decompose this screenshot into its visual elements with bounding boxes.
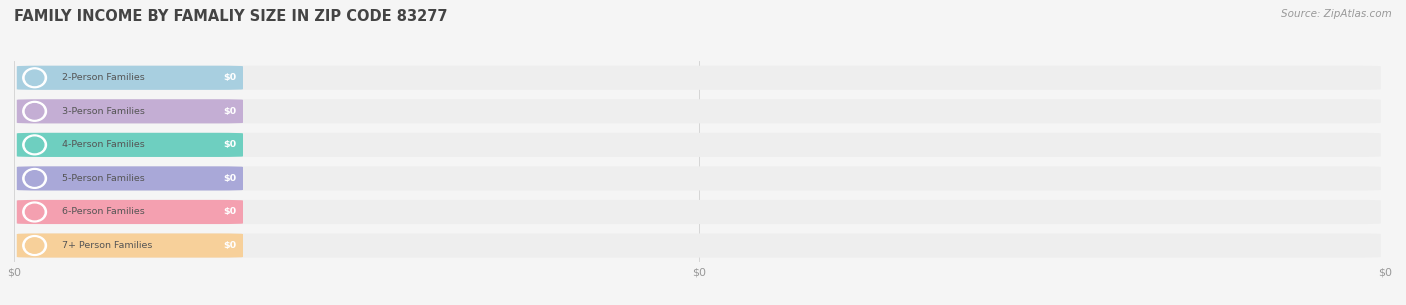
Text: 3-Person Families: 3-Person Families xyxy=(62,107,145,116)
Ellipse shape xyxy=(25,238,44,253)
Text: $0: $0 xyxy=(224,107,236,116)
Ellipse shape xyxy=(25,70,44,85)
FancyBboxPatch shape xyxy=(17,133,1381,157)
FancyBboxPatch shape xyxy=(17,200,1381,224)
Text: $0: $0 xyxy=(224,207,236,217)
Text: $0: $0 xyxy=(224,241,236,250)
FancyBboxPatch shape xyxy=(17,99,1381,124)
Ellipse shape xyxy=(22,236,46,255)
FancyBboxPatch shape xyxy=(17,66,1381,90)
Text: 7+ Person Families: 7+ Person Families xyxy=(62,241,152,250)
FancyBboxPatch shape xyxy=(17,66,243,90)
Ellipse shape xyxy=(25,137,44,152)
Text: FAMILY INCOME BY FAMALIY SIZE IN ZIP CODE 83277: FAMILY INCOME BY FAMALIY SIZE IN ZIP COD… xyxy=(14,9,447,24)
Text: $0: $0 xyxy=(224,73,236,82)
Ellipse shape xyxy=(25,104,44,119)
FancyBboxPatch shape xyxy=(17,166,1381,191)
FancyBboxPatch shape xyxy=(17,166,243,191)
Text: 5-Person Families: 5-Person Families xyxy=(62,174,145,183)
FancyBboxPatch shape xyxy=(17,99,243,124)
Text: $0: $0 xyxy=(224,140,236,149)
Text: $0: $0 xyxy=(224,174,236,183)
FancyBboxPatch shape xyxy=(17,133,243,157)
Ellipse shape xyxy=(22,68,46,88)
FancyBboxPatch shape xyxy=(17,200,243,224)
Ellipse shape xyxy=(25,171,44,186)
Ellipse shape xyxy=(22,169,46,188)
Text: 2-Person Families: 2-Person Families xyxy=(62,73,145,82)
Ellipse shape xyxy=(22,135,46,155)
Ellipse shape xyxy=(22,202,46,222)
Text: Source: ZipAtlas.com: Source: ZipAtlas.com xyxy=(1281,9,1392,19)
FancyBboxPatch shape xyxy=(17,233,1381,258)
Ellipse shape xyxy=(22,102,46,121)
Text: 4-Person Families: 4-Person Families xyxy=(62,140,145,149)
Text: 6-Person Families: 6-Person Families xyxy=(62,207,145,217)
Ellipse shape xyxy=(25,204,44,220)
FancyBboxPatch shape xyxy=(17,233,243,258)
